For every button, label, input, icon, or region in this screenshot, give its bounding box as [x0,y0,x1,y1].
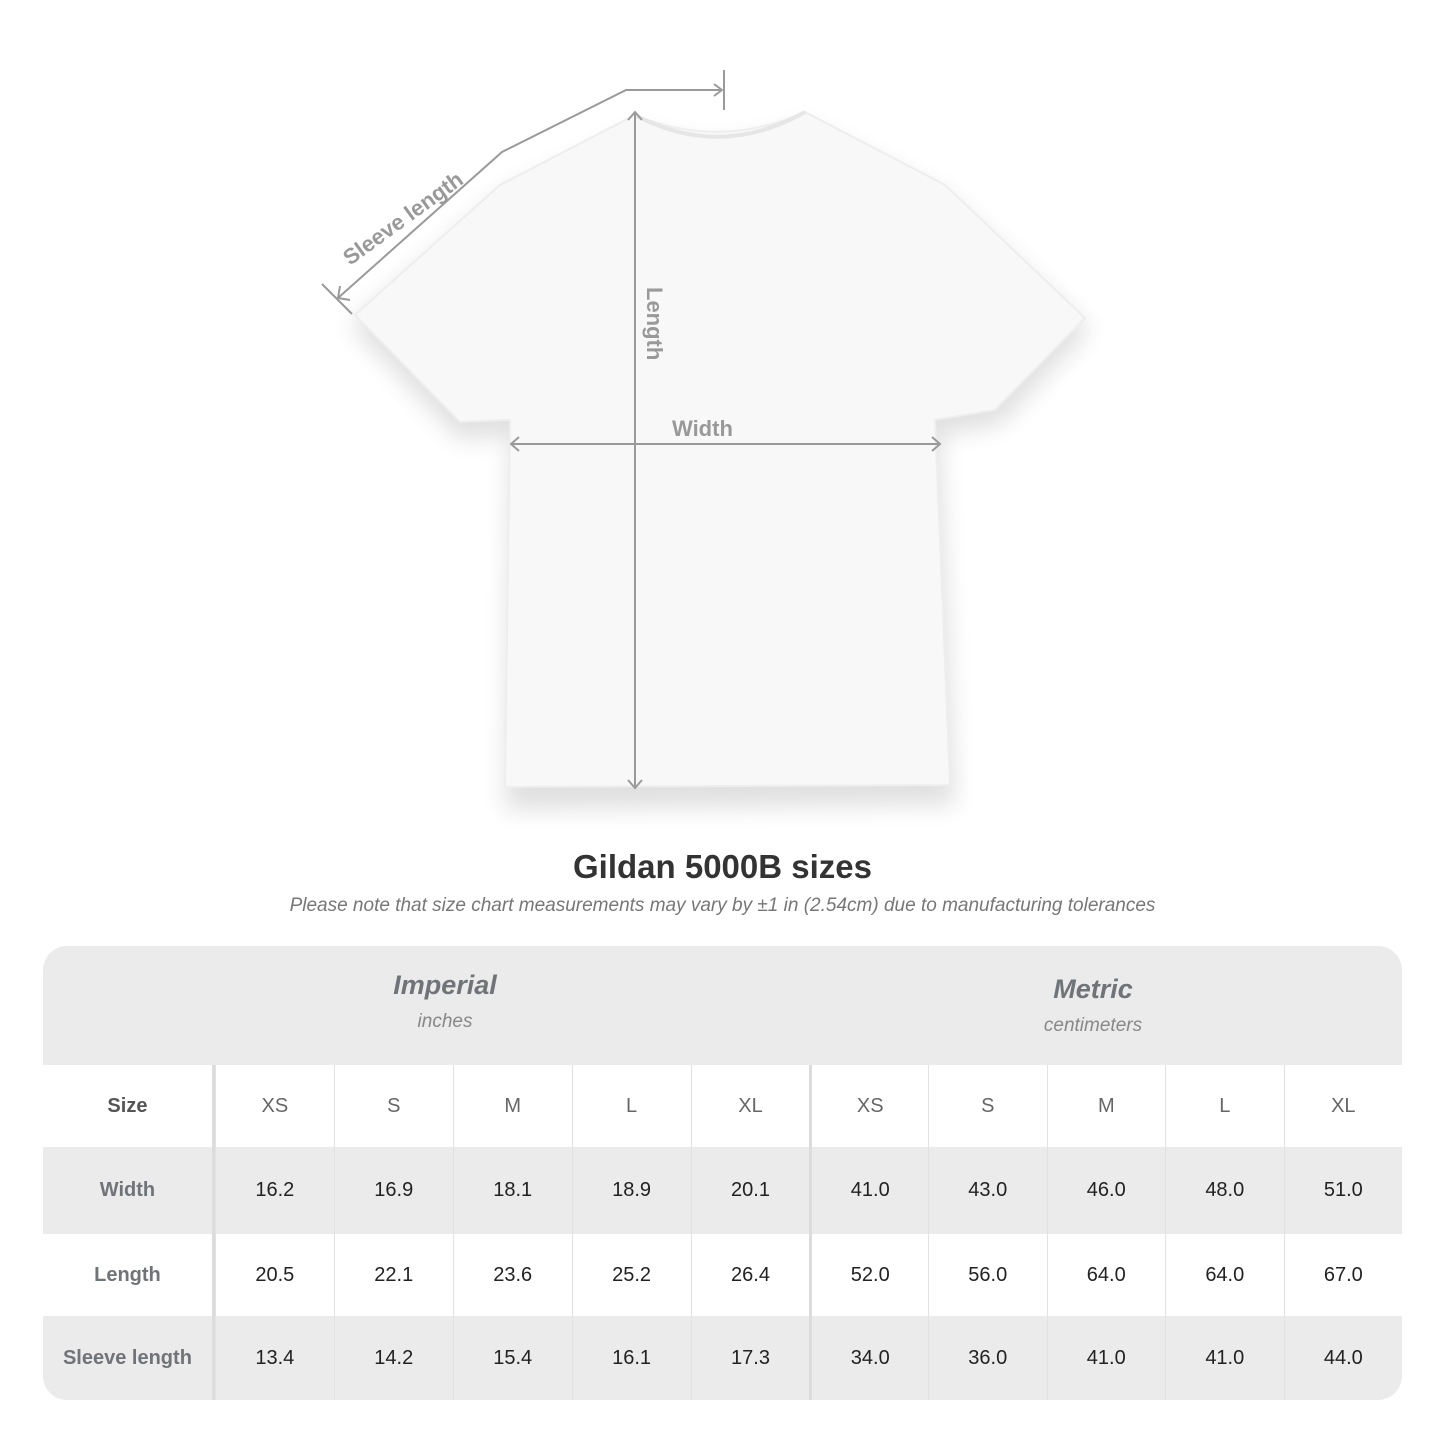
imperial-value: 17.3 [690,1316,810,1400]
width-label: Width [672,416,733,441]
size-header-row: Size XS S M L XL XS S M L XL [43,1065,1402,1147]
table-row: Width 16.2 16.9 18.1 18.9 20.1 41.0 43.0 46.0 48.… [43,1147,1402,1234]
size-header-metric: XL [1283,1065,1402,1147]
metric-value: 41.0 [809,1147,928,1234]
size-header-imperial: L [571,1065,691,1147]
row-label: Width [43,1147,215,1234]
sleeve-measure-line [337,89,722,299]
unit-header-band [43,946,1402,1065]
row-label: Length [43,1234,215,1316]
imperial-value: 23.6 [452,1234,572,1316]
metric-unit: centimeters [1043,1015,1143,1036]
table-row: Sleeve length 13.4 14.2 15.4 16.1 17.3 34.0 36.… [43,1316,1402,1400]
table-row: Length 20.5 22.1 23.6 25.2 26.4 52.0 56.0 64.0 64… [43,1234,1402,1316]
size-table: Imperial inches Metric centimeters Size X… [43,946,1402,1400]
size-header-imperial: S [333,1065,453,1147]
imperial-label: Imperial [393,970,497,1000]
tolerance-note: Please note that size chart measurements… [289,895,1156,916]
imperial-value: 13.4 [214,1316,334,1400]
metric-value: 41.0 [1046,1316,1166,1400]
imperial-value: 16.9 [333,1147,453,1234]
metric-value: 44.0 [1283,1316,1402,1400]
imperial-value: 16.1 [571,1316,691,1400]
size-header-imperial: XS [214,1065,334,1147]
imperial-value: 22.1 [333,1234,453,1316]
imperial-value: 20.1 [690,1147,810,1234]
imperial-unit: inches [417,1011,473,1032]
metric-value: 43.0 [928,1147,1047,1234]
metric-value: 64.0 [1046,1234,1166,1316]
metric-value: 64.0 [1165,1234,1284,1316]
length-label: Length [642,287,667,360]
size-header-metric: M [1046,1065,1166,1147]
metric-label: Metric [1053,974,1133,1004]
imperial-value: 14.2 [333,1316,453,1400]
metric-value: 51.0 [1283,1147,1402,1234]
tshirt-diagram: Sleeve length Length Width [321,70,1090,810]
size-label: Size [43,1065,215,1147]
imperial-value: 15.4 [452,1316,572,1400]
imperial-value: 18.1 [452,1147,572,1234]
size-header-metric: S [928,1065,1047,1147]
size-header-imperial: M [452,1065,572,1147]
metric-header: Metric centimeters [863,974,1323,1037]
metric-value: 52.0 [809,1234,928,1316]
metric-value: 41.0 [1165,1316,1284,1400]
page-title: Gildan 5000B sizes [573,848,872,885]
imperial-value: 20.5 [214,1234,334,1316]
imperial-value: 25.2 [571,1234,691,1316]
imperial-value: 26.4 [690,1234,810,1316]
size-header-imperial: XL [690,1065,810,1147]
imperial-header: Imperial inches [215,970,675,1033]
collar [634,110,806,139]
metric-value: 67.0 [1283,1234,1402,1316]
tshirt-image [353,110,1087,789]
imperial-value: 18.9 [571,1147,691,1234]
metric-value: 56.0 [928,1234,1047,1316]
size-header-metric: XS [809,1065,928,1147]
size-header-metric: L [1165,1065,1284,1147]
metric-value: 48.0 [1165,1147,1284,1234]
metric-value: 46.0 [1046,1147,1166,1234]
imperial-value: 16.2 [214,1147,334,1234]
metric-value: 36.0 [928,1316,1047,1400]
metric-value: 34.0 [809,1316,928,1400]
row-label: Sleeve length [43,1316,215,1400]
